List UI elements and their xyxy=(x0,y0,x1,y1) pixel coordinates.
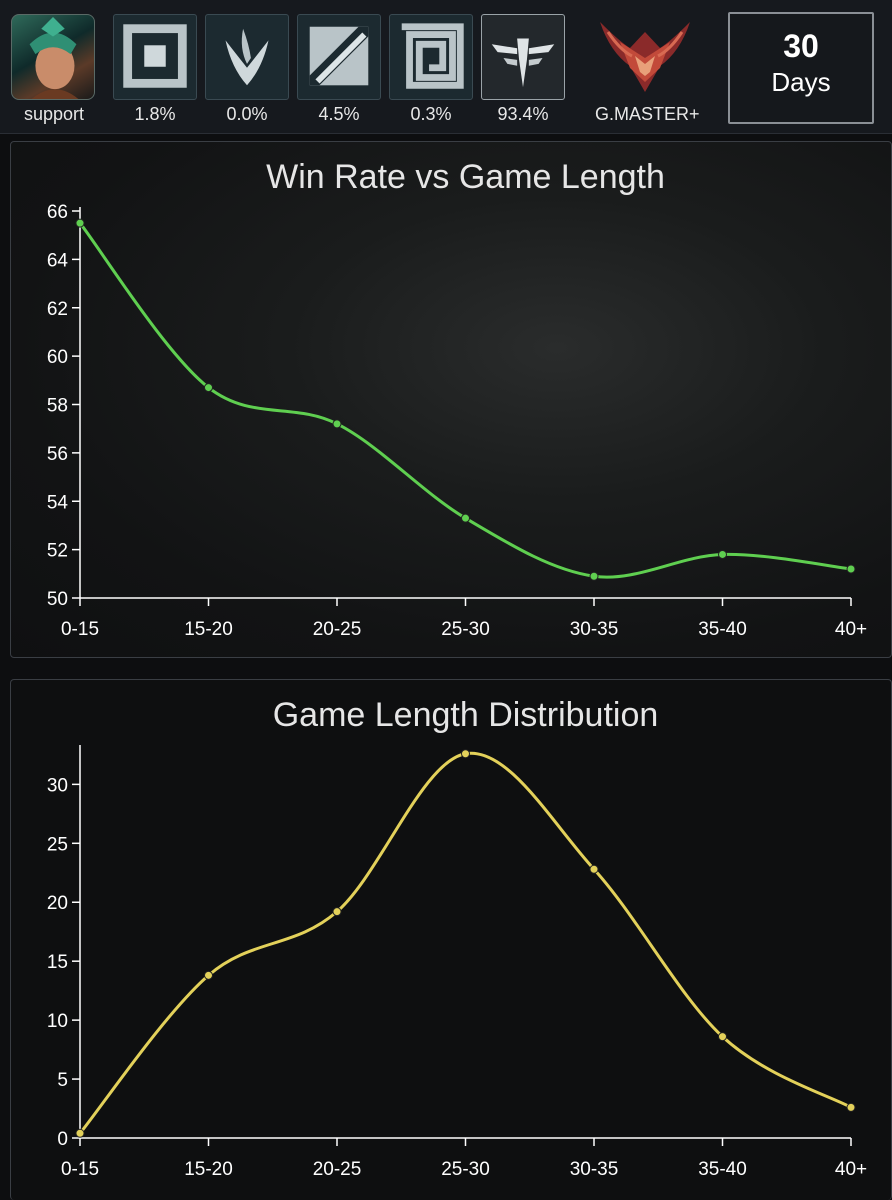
y-tick-label: 60 xyxy=(47,347,68,368)
x-tick-label: 15-20 xyxy=(184,619,233,640)
iron-rank-icon xyxy=(123,24,187,88)
rank-share-diagonal: 4.5% xyxy=(318,104,360,124)
y-tick-label: 25 xyxy=(47,834,68,855)
data-point[interactable] xyxy=(461,513,470,523)
diagonal-square-rank-icon xyxy=(309,26,369,86)
days-unit: Days xyxy=(771,67,831,97)
x-tick-label: 25-30 xyxy=(441,1159,490,1180)
rank-share-winged: 93.4% xyxy=(497,104,549,124)
data-point[interactable] xyxy=(204,970,213,980)
champion-portrait-icon xyxy=(29,16,79,99)
iron-rank-tile[interactable] xyxy=(113,14,197,100)
data-point[interactable] xyxy=(332,907,342,917)
square-rank-tile[interactable] xyxy=(389,14,473,100)
y-tick-label: 66 xyxy=(47,202,68,223)
y-tick-label: 20 xyxy=(47,893,68,914)
role-filter-bar: support 1.8% 0.0% 4.5% 0.3% xyxy=(0,0,892,134)
data-point[interactable] xyxy=(589,864,599,874)
data-point[interactable] xyxy=(461,749,470,759)
series-line xyxy=(78,751,852,1135)
chart-title: Win Rate vs Game Length xyxy=(266,158,665,196)
y-tick-label: 50 xyxy=(47,589,68,610)
y-tick-label: 5 xyxy=(57,1070,68,1091)
champion-portrait[interactable] xyxy=(11,14,95,100)
distribution-chart: Game Length Distribution 0 5 10 15 20 25 30 0-15… xyxy=(47,696,867,1180)
y-tick-label: 52 xyxy=(47,541,68,562)
y-tick-label: 64 xyxy=(47,250,69,271)
flame-leaf-rank-tile[interactable] xyxy=(205,14,289,100)
rank-share-iron: 1.8% xyxy=(134,104,176,124)
x-tick-label: 35-40 xyxy=(698,1159,747,1180)
winged-rank-tile[interactable] xyxy=(481,14,565,100)
data-point[interactable] xyxy=(718,1032,727,1042)
x-tick-label: 30-35 xyxy=(570,619,619,640)
data-point[interactable] xyxy=(75,1128,85,1138)
win-rate-chart: Win Rate vs Game Length 50 52 54 56 58 60 62 64 6… xyxy=(47,158,867,640)
data-point[interactable] xyxy=(332,419,342,429)
x-tick-label: 35-40 xyxy=(698,619,747,640)
x-tick-label: 0-15 xyxy=(61,619,99,640)
square-outline-rank-icon xyxy=(401,23,464,89)
y-tick-label: 62 xyxy=(47,299,68,320)
y-tick-label: 15 xyxy=(47,952,68,973)
x-tick-label: 20-25 xyxy=(313,619,362,640)
y-tick-label: 10 xyxy=(47,1011,68,1032)
data-point[interactable] xyxy=(204,383,213,393)
win-rate-panel: Win Rate vs Game Length 50 52 54 56 58 60 62 64 6… xyxy=(10,141,892,658)
y-tick-label: 54 xyxy=(47,492,69,513)
days-number: 30 xyxy=(783,28,819,64)
data-point[interactable] xyxy=(846,564,856,574)
x-tick-label: 40+ xyxy=(835,619,867,640)
x-tick-label: 15-20 xyxy=(184,1159,233,1180)
y-tick-label: 56 xyxy=(47,444,68,465)
data-point[interactable] xyxy=(75,218,85,228)
distribution-panel: Game Length Distribution 0 5 10 15 20 25 30 0-15… xyxy=(10,679,892,1200)
y-tick-label: 58 xyxy=(47,396,68,417)
grandmaster-tile[interactable] xyxy=(590,12,700,100)
data-point[interactable] xyxy=(589,571,599,581)
x-tick-label: 40+ xyxy=(835,1159,867,1180)
rank-grandmaster-label: G.MASTER+ xyxy=(595,104,700,124)
series-line xyxy=(78,222,852,579)
x-tick-label: 20-25 xyxy=(313,1159,362,1180)
x-tick-label: 30-35 xyxy=(570,1159,619,1180)
flame-leaf-rank-icon xyxy=(225,28,269,86)
grandmaster-crest-icon xyxy=(600,22,690,92)
rank-share-flame: 0.0% xyxy=(226,104,268,124)
winged-emblem-rank-icon xyxy=(491,38,555,88)
x-tick-label: 0-15 xyxy=(61,1159,99,1180)
diagonal-rank-tile[interactable] xyxy=(297,14,381,100)
y-tick-label: 0 xyxy=(57,1129,68,1150)
y-tick-label: 30 xyxy=(47,775,68,796)
data-point[interactable] xyxy=(846,1102,856,1112)
role-label-support: support xyxy=(23,104,85,124)
x-tick-label: 25-30 xyxy=(441,619,490,640)
time-range-selector[interactable]: 30 Days xyxy=(728,12,874,124)
chart-title: Game Length Distribution xyxy=(273,696,659,734)
data-point[interactable] xyxy=(718,549,727,559)
rank-share-square: 0.3% xyxy=(410,104,452,124)
